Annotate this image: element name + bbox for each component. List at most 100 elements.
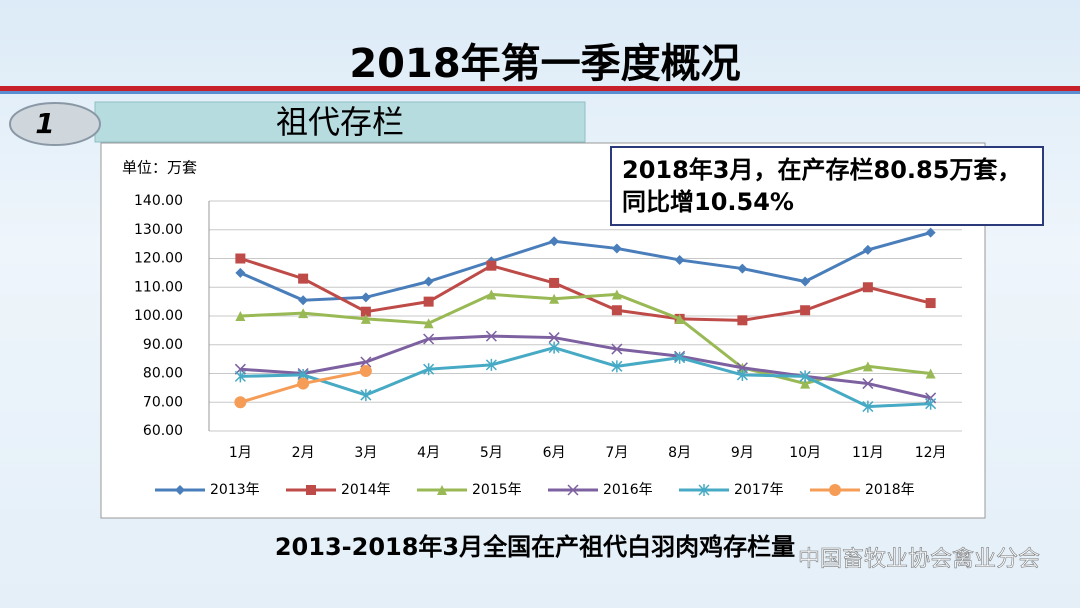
point xyxy=(549,293,560,304)
x-tick-label: 6月 xyxy=(543,445,566,461)
y-tick-label: 60.00 xyxy=(143,423,183,439)
point xyxy=(925,397,937,410)
series-line xyxy=(240,346,931,409)
x-tick-label: 2月 xyxy=(292,445,315,461)
point xyxy=(423,296,434,307)
point xyxy=(611,289,622,300)
point xyxy=(800,276,811,287)
point xyxy=(549,236,560,247)
point xyxy=(736,368,748,381)
point xyxy=(800,305,811,316)
point xyxy=(485,358,497,371)
legend-label: 2018年 xyxy=(865,482,915,498)
y-tick-label: 80.00 xyxy=(143,366,183,382)
point xyxy=(862,244,873,255)
point xyxy=(298,273,309,284)
point xyxy=(360,306,371,317)
point xyxy=(235,253,246,264)
point xyxy=(234,396,247,409)
legend-marker xyxy=(829,484,841,496)
header-stripe xyxy=(0,91,1080,94)
point xyxy=(674,351,686,364)
point xyxy=(611,343,623,355)
point xyxy=(360,313,371,324)
y-tick-label: 70.00 xyxy=(143,394,183,410)
x-tick-label: 10月 xyxy=(789,445,821,461)
x-tick-label: 7月 xyxy=(605,445,628,461)
point xyxy=(549,277,560,288)
point xyxy=(611,305,622,316)
caption: 2013-2018年3月全国在产祖代白羽肉鸡存栏量 xyxy=(275,533,795,561)
point xyxy=(486,289,497,300)
legend-marker xyxy=(306,485,316,495)
callout: 2018年3月，在产存栏80.85万套，同比增10.54% xyxy=(610,146,1044,226)
point xyxy=(674,254,685,265)
point xyxy=(799,370,811,383)
section-title: 祖代存栏 xyxy=(276,103,404,141)
x-tick-label: 8月 xyxy=(668,445,691,461)
point xyxy=(423,363,435,376)
point xyxy=(925,227,936,238)
point xyxy=(360,389,372,402)
series-line xyxy=(240,334,931,400)
x-tick-label: 1月 xyxy=(229,445,252,461)
unit-label: 单位：万套 xyxy=(122,159,197,177)
point xyxy=(737,263,748,274)
x-tick-label: 12月 xyxy=(915,445,947,461)
x-tick-label: 4月 xyxy=(417,445,440,461)
x-tick-label: 3月 xyxy=(354,445,377,461)
section-number: 1 xyxy=(35,107,54,140)
legend-marker xyxy=(698,484,710,496)
legend-marker xyxy=(175,485,185,495)
point xyxy=(486,260,497,271)
point xyxy=(423,318,434,329)
legend-marker xyxy=(437,485,447,495)
point xyxy=(611,360,623,373)
point xyxy=(862,400,874,413)
point xyxy=(423,333,435,345)
point xyxy=(862,282,873,293)
y-tick-label: 140.00 xyxy=(134,193,183,209)
y-tick-label: 130.00 xyxy=(134,222,183,238)
point xyxy=(925,298,936,309)
point xyxy=(298,295,309,306)
point xyxy=(297,377,310,390)
x-tick-label: 5月 xyxy=(480,445,503,461)
point xyxy=(235,311,246,321)
header-stripe xyxy=(0,86,1080,91)
point xyxy=(234,370,246,383)
legend-label: 2017年 xyxy=(734,482,784,498)
point xyxy=(298,308,309,319)
section-bar xyxy=(94,101,586,143)
section-pill xyxy=(9,102,101,146)
point xyxy=(360,356,372,368)
slide-title: 2018年第一季度概况 xyxy=(349,41,740,87)
y-tick-label: 110.00 xyxy=(134,279,183,295)
y-tick-label: 100.00 xyxy=(134,308,183,324)
point xyxy=(674,313,685,324)
point xyxy=(548,332,560,344)
legend-label: 2014年 xyxy=(341,482,391,498)
x-tick-label: 9月 xyxy=(731,445,754,461)
point xyxy=(800,378,811,389)
legend-label: 2016年 xyxy=(603,482,653,498)
watermark: 中国畜牧业协会禽业分会 xyxy=(798,547,1040,572)
point xyxy=(548,341,560,354)
x-tick-label: 11月 xyxy=(852,445,884,461)
y-tick-label: 90.00 xyxy=(143,337,183,353)
point xyxy=(862,378,874,390)
point xyxy=(235,267,246,278)
point xyxy=(360,292,371,303)
legend-label: 2015年 xyxy=(472,482,522,498)
point xyxy=(737,315,748,326)
legend-label: 2013年 xyxy=(210,482,260,498)
point xyxy=(485,330,497,342)
point xyxy=(359,365,372,378)
point xyxy=(925,368,936,379)
y-tick-label: 120.00 xyxy=(134,251,183,267)
point xyxy=(862,361,873,372)
legend-marker xyxy=(567,484,579,496)
series-line xyxy=(239,231,932,302)
